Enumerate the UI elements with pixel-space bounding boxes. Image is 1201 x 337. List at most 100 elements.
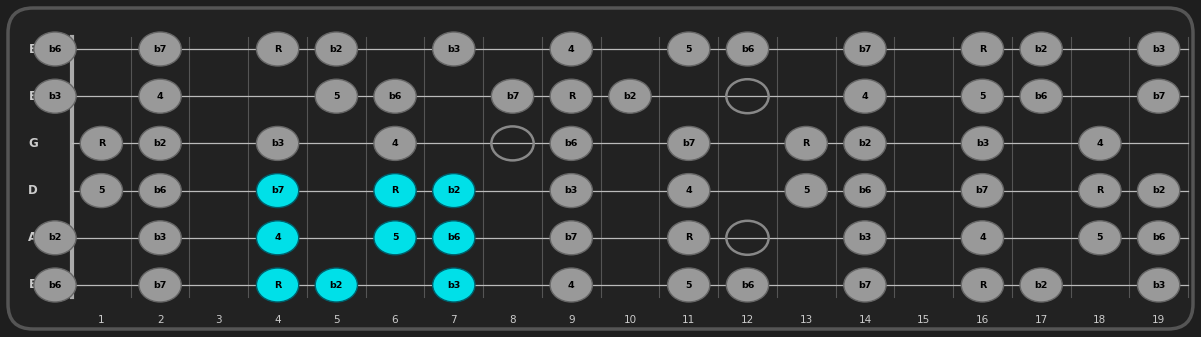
Text: 19: 19: [1152, 315, 1165, 325]
Text: 4: 4: [274, 315, 281, 325]
Ellipse shape: [550, 79, 592, 113]
Text: R: R: [685, 233, 692, 242]
Text: 10: 10: [623, 315, 637, 325]
Ellipse shape: [550, 126, 592, 160]
Ellipse shape: [844, 79, 886, 113]
Text: R: R: [274, 280, 281, 289]
Ellipse shape: [139, 174, 181, 208]
Ellipse shape: [961, 221, 1004, 255]
Text: b3: b3: [271, 139, 285, 148]
Ellipse shape: [1078, 126, 1121, 160]
Text: 15: 15: [918, 315, 931, 325]
Text: 9: 9: [568, 315, 574, 325]
Text: 8: 8: [509, 315, 516, 325]
Text: 4: 4: [1097, 139, 1104, 148]
Text: b6: b6: [741, 44, 754, 54]
Text: b3: b3: [447, 44, 460, 54]
Ellipse shape: [844, 32, 886, 66]
Text: b3: b3: [1152, 44, 1165, 54]
Ellipse shape: [550, 268, 592, 302]
Ellipse shape: [374, 79, 417, 113]
Text: b3: b3: [154, 233, 167, 242]
Text: b6: b6: [859, 186, 872, 195]
Ellipse shape: [257, 126, 299, 160]
Ellipse shape: [432, 174, 474, 208]
Ellipse shape: [374, 126, 417, 160]
Ellipse shape: [727, 268, 769, 302]
Ellipse shape: [374, 221, 417, 255]
Ellipse shape: [1078, 221, 1121, 255]
Text: b2: b2: [447, 186, 460, 195]
Ellipse shape: [961, 126, 1004, 160]
Text: E: E: [29, 278, 37, 292]
Text: b6: b6: [1034, 92, 1047, 101]
Text: 5: 5: [686, 280, 692, 289]
Text: 5: 5: [686, 44, 692, 54]
Text: b3: b3: [564, 186, 578, 195]
Ellipse shape: [1137, 174, 1179, 208]
Ellipse shape: [139, 79, 181, 113]
Ellipse shape: [1137, 79, 1179, 113]
Text: 5: 5: [98, 186, 104, 195]
Ellipse shape: [315, 268, 358, 302]
Ellipse shape: [1137, 32, 1179, 66]
Text: 4: 4: [157, 92, 163, 101]
Text: 4: 4: [861, 92, 868, 101]
Text: 4: 4: [686, 186, 692, 195]
Text: 4: 4: [392, 139, 399, 148]
Ellipse shape: [315, 79, 358, 113]
Ellipse shape: [432, 221, 474, 255]
Ellipse shape: [844, 268, 886, 302]
Text: 5: 5: [979, 92, 986, 101]
Ellipse shape: [668, 221, 710, 255]
Text: R: R: [274, 44, 281, 54]
Text: 7: 7: [450, 315, 458, 325]
Ellipse shape: [609, 79, 651, 113]
Text: b2: b2: [623, 92, 637, 101]
Ellipse shape: [550, 174, 592, 208]
Text: 5: 5: [333, 92, 340, 101]
Ellipse shape: [1137, 268, 1179, 302]
Ellipse shape: [550, 32, 592, 66]
Text: 3: 3: [215, 315, 222, 325]
Ellipse shape: [1020, 268, 1063, 302]
Ellipse shape: [139, 221, 181, 255]
Text: b7: b7: [506, 92, 519, 101]
Text: E: E: [29, 42, 37, 56]
Text: b2: b2: [329, 280, 343, 289]
Ellipse shape: [668, 32, 710, 66]
Text: b6: b6: [154, 186, 167, 195]
Text: b3: b3: [975, 139, 990, 148]
Text: R: R: [392, 186, 399, 195]
Ellipse shape: [668, 268, 710, 302]
Ellipse shape: [257, 32, 299, 66]
Text: b7: b7: [154, 280, 167, 289]
Ellipse shape: [139, 32, 181, 66]
Text: b2: b2: [1034, 280, 1047, 289]
Ellipse shape: [315, 32, 358, 66]
Ellipse shape: [1020, 32, 1063, 66]
Text: R: R: [1097, 186, 1104, 195]
Ellipse shape: [374, 174, 417, 208]
Text: 14: 14: [859, 315, 872, 325]
Text: b6: b6: [388, 92, 402, 101]
Text: b2: b2: [48, 233, 61, 242]
Text: b7: b7: [154, 44, 167, 54]
Text: 16: 16: [975, 315, 990, 325]
FancyBboxPatch shape: [8, 8, 1193, 329]
Text: 4: 4: [274, 233, 281, 242]
Text: b7: b7: [564, 233, 578, 242]
Ellipse shape: [80, 126, 123, 160]
Text: b6: b6: [1152, 233, 1165, 242]
Ellipse shape: [668, 126, 710, 160]
Text: b6: b6: [447, 233, 460, 242]
Text: b3: b3: [447, 280, 460, 289]
Ellipse shape: [961, 79, 1004, 113]
Text: 12: 12: [741, 315, 754, 325]
Text: b6: b6: [741, 280, 754, 289]
Ellipse shape: [844, 221, 886, 255]
Ellipse shape: [1078, 174, 1121, 208]
Text: b3: b3: [1152, 280, 1165, 289]
Text: D: D: [28, 184, 38, 197]
Text: 6: 6: [392, 315, 399, 325]
